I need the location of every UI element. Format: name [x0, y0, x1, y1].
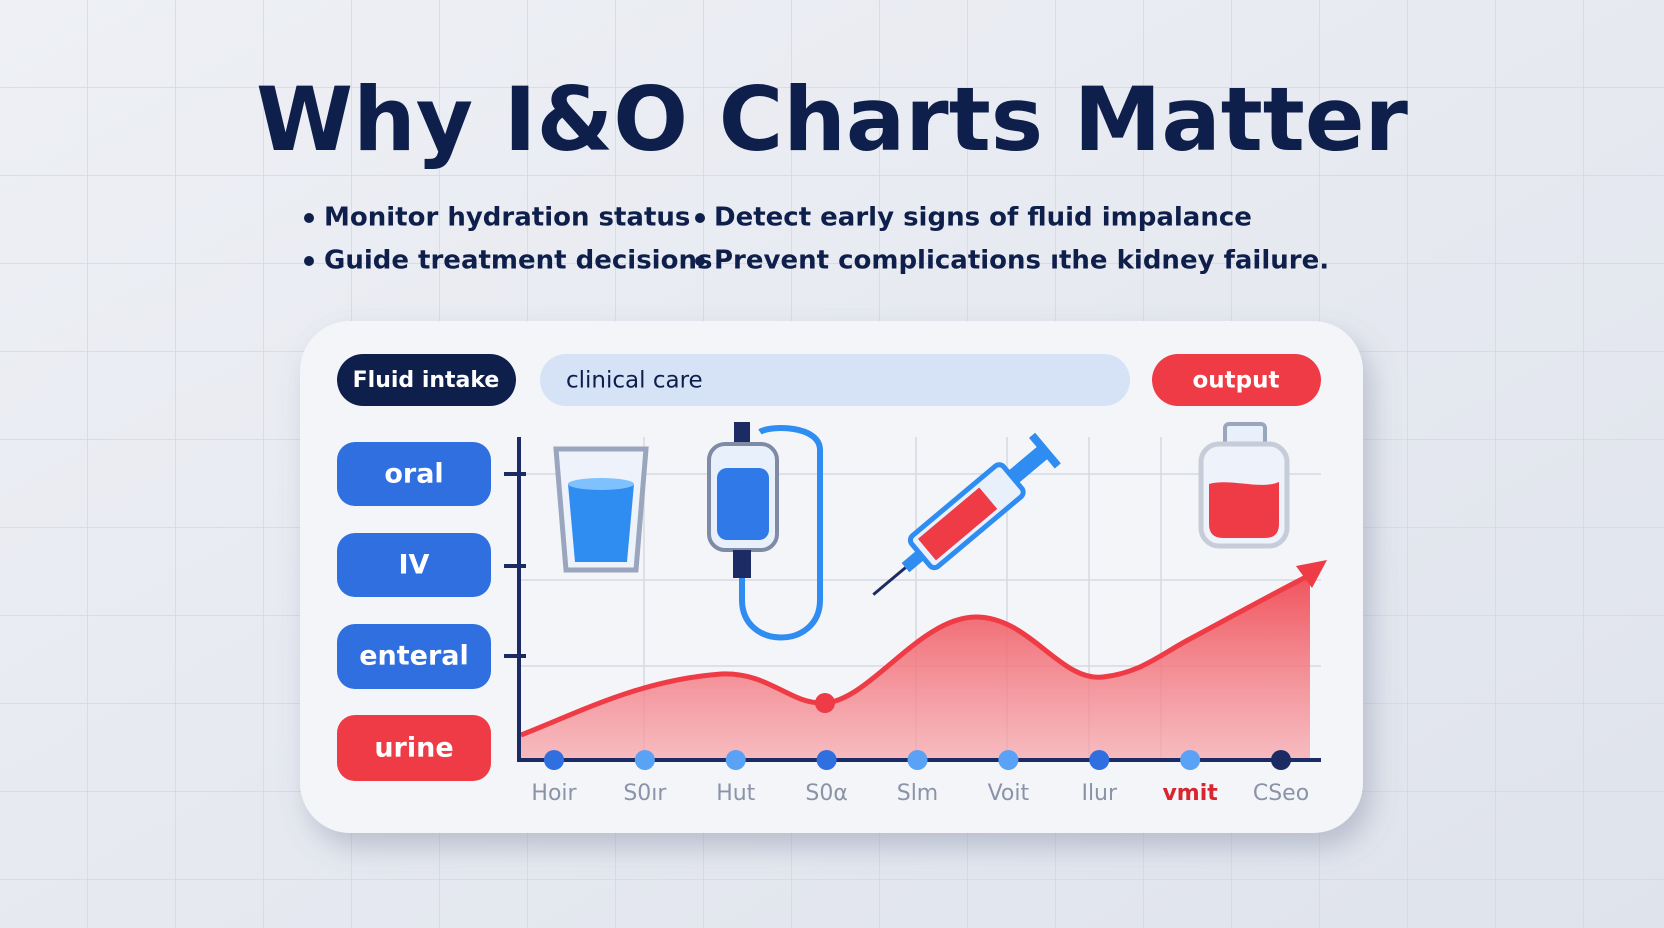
x-label: Slm: [897, 781, 939, 806]
side-label: enteral: [359, 641, 469, 672]
side-label: urine: [374, 733, 453, 764]
x-label: S0α: [805, 781, 847, 806]
x-dot: [816, 750, 837, 770]
bullet: Monitor hydration status: [324, 203, 690, 233]
side-label: IV: [399, 550, 430, 581]
x-label: Ilur: [1081, 781, 1118, 806]
x-dot: [544, 750, 564, 770]
tag: [540, 354, 1130, 406]
bullet: Detect early signs of fluid impalance: [714, 203, 1252, 233]
bullet: Prevent complications ıthe kidney failur…: [714, 246, 1329, 276]
side-label: oral: [384, 459, 443, 490]
tag-label: output: [1192, 368, 1279, 394]
x-dot: [998, 750, 1019, 770]
x-dot: [634, 750, 655, 770]
area-fill: [521, 575, 1310, 760]
x-label: vmit: [1162, 781, 1218, 806]
bullet-dot: [695, 213, 705, 223]
title: Why I&O Charts Matter: [256, 68, 1409, 171]
x-label: Voit: [988, 781, 1030, 806]
iv-bag-icon: [707, 422, 823, 641]
glass-icon: [553, 446, 649, 573]
x-label: CSeo: [1253, 781, 1309, 806]
x-dot: [1180, 750, 1201, 770]
bullet-list: Monitor hydration status Detect early si…: [304, 203, 1329, 276]
side-pill: [337, 533, 491, 597]
side-pill: [337, 715, 491, 781]
tag: [1152, 354, 1321, 406]
side-pill: [337, 442, 491, 506]
trend-arrow: [1296, 560, 1327, 588]
x-label: S0ır: [623, 781, 667, 806]
bullet-dot: [304, 213, 314, 223]
side-pill: [337, 624, 491, 689]
x-labels: Hoir S0ır Hut S0α Slm Voit Ilur vmit CSeo: [531, 750, 1309, 806]
tag-label: clinical care: [566, 368, 703, 394]
x-dot: [907, 750, 928, 770]
side-labels: oral IV enteral urine: [337, 442, 491, 781]
area-line: [520, 572, 1312, 738]
bottle-icon: [1198, 422, 1290, 549]
bullet-dot: [695, 256, 705, 266]
x-label: Hut: [716, 781, 755, 806]
x-dot: [1271, 750, 1291, 770]
highlight-dot: [815, 693, 835, 713]
tag: [337, 354, 516, 406]
x-label: Hoir: [531, 781, 577, 806]
bullet-dot: [304, 256, 314, 266]
x-dot: [1089, 750, 1110, 770]
syringe-icon: [872, 432, 1061, 596]
tag-label: Fluid intake: [353, 368, 500, 393]
bullet: Guide treatment decisions: [324, 246, 712, 276]
x-dot: [725, 750, 746, 770]
